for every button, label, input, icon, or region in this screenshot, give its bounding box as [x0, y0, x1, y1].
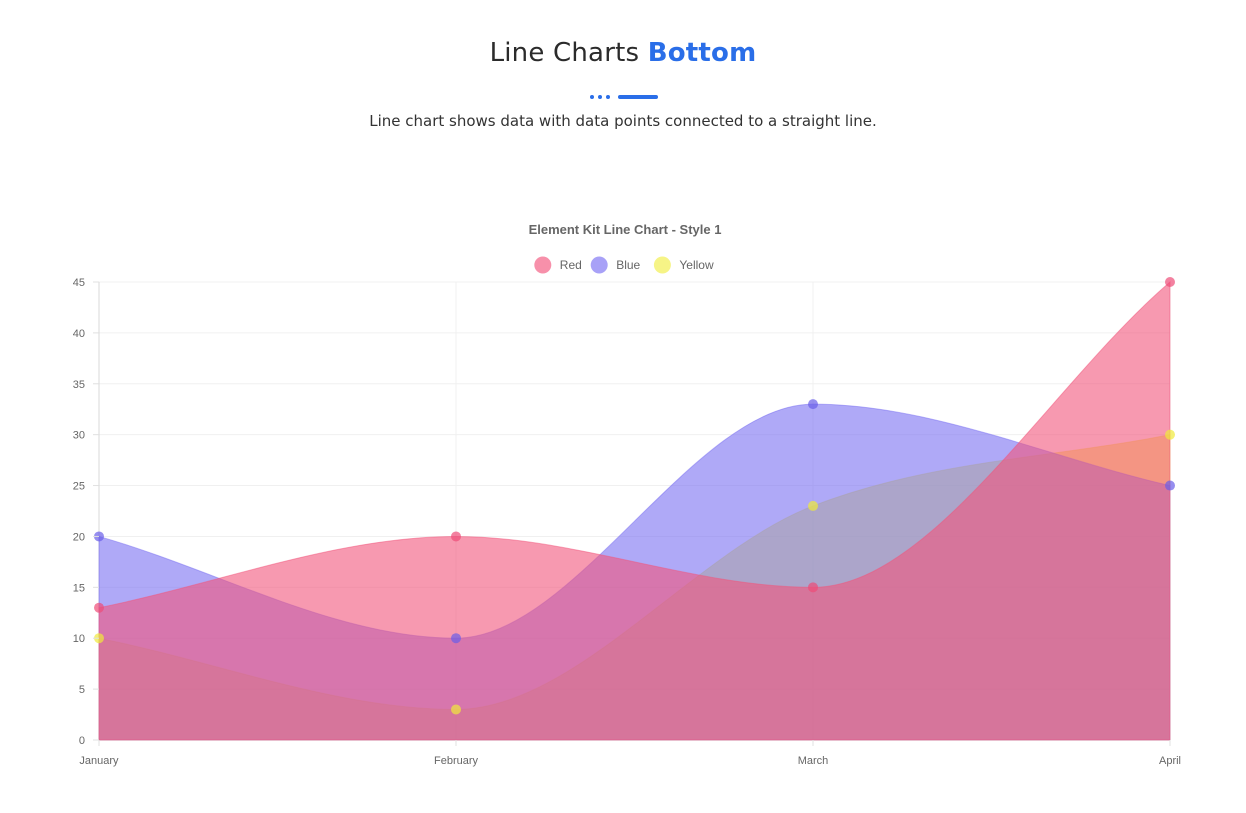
heading-accent: Bottom — [647, 38, 757, 68]
area-red — [98, 280, 1171, 741]
y-tick-label: 40 — [73, 328, 85, 340]
y-tick-label: 0 — [79, 735, 85, 747]
y-tick-label: 25 — [73, 481, 85, 493]
y-tick-label: 15 — [73, 582, 85, 594]
x-tick-label: April — [1159, 755, 1181, 767]
point-red[interactable] — [94, 602, 104, 613]
y-tick-label: 20 — [73, 531, 85, 543]
x-tick-label: March — [798, 755, 829, 767]
point-blue[interactable] — [1165, 480, 1175, 491]
line-chart: Element Kit Line Chart - Style 1 Red Blue… — [73, 222, 1181, 767]
point-yellow[interactable] — [451, 704, 461, 715]
legend-label: Blue — [616, 258, 640, 272]
y-tick-label: 10 — [73, 633, 85, 645]
legend-item-yellow[interactable]: Yellow — [653, 256, 714, 274]
legend-label: Red — [560, 258, 582, 272]
y-tick-label: 35 — [73, 379, 85, 391]
x-tick-label: February — [434, 755, 479, 767]
chart-areas — [98, 280, 1171, 741]
point-red[interactable] — [451, 531, 461, 542]
chart-title: Element Kit Line Chart - Style 1 — [529, 222, 722, 237]
point-red[interactable] — [808, 582, 818, 593]
legend-swatch — [590, 256, 608, 274]
chart-legend: Red Blue Yellow — [534, 256, 714, 274]
page-heading: Line Charts Bottom — [0, 38, 1246, 68]
y-tick-label: 30 — [73, 430, 85, 442]
point-yellow[interactable] — [1165, 429, 1175, 440]
heading-divider — [590, 94, 660, 100]
divider-dot — [598, 95, 602, 99]
legend-item-red[interactable]: Red — [534, 256, 582, 274]
legend-label: Yellow — [679, 258, 714, 272]
point-blue[interactable] — [808, 399, 818, 410]
divider-dot — [590, 95, 594, 99]
legend-item-blue[interactable]: Blue — [590, 256, 641, 274]
y-tick-label: 45 — [73, 277, 85, 289]
point-blue[interactable] — [451, 633, 461, 644]
chart-points — [94, 277, 1175, 715]
chart-axes: 0 5 10 15 20 25 30 35 40 45 January February March Ap… — [73, 277, 1181, 767]
point-yellow[interactable] — [808, 500, 818, 511]
legend-swatch — [653, 256, 671, 274]
divider-bar — [618, 95, 658, 99]
x-tick-label: January — [79, 755, 119, 767]
y-tick-label: 5 — [79, 684, 85, 696]
legend-swatch — [534, 256, 552, 274]
point-red[interactable] — [1165, 277, 1175, 287]
page-subtitle: Line chart shows data with data points c… — [369, 112, 877, 130]
divider-dot — [606, 95, 610, 99]
heading-main: Line Charts — [489, 38, 640, 68]
